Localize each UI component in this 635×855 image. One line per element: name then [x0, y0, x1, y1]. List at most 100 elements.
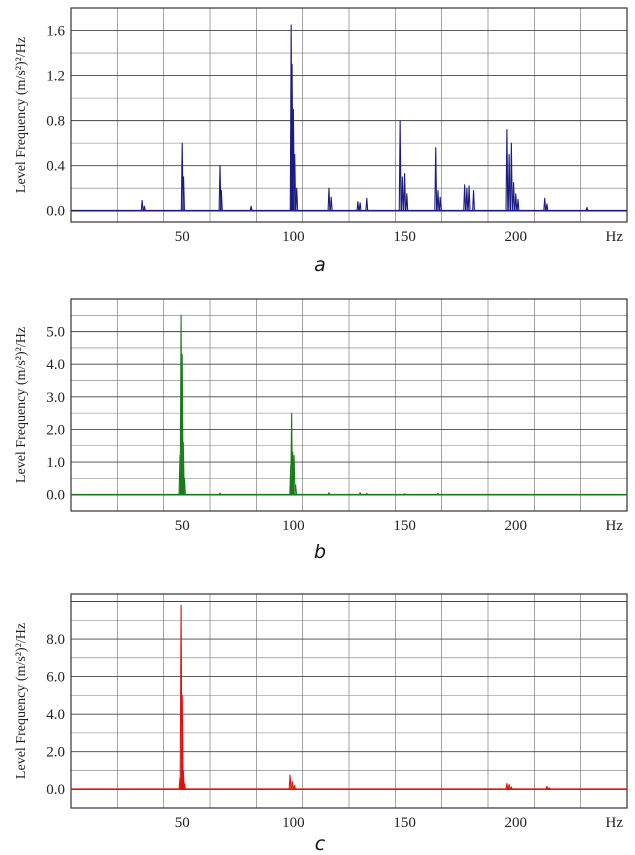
spectrum-peak — [516, 198, 520, 211]
spectrum-peak — [585, 206, 589, 211]
y-tick-label: 1.6 — [46, 24, 65, 40]
plot-frame — [70, 593, 628, 809]
spectrum-peak — [543, 197, 547, 211]
spectrum-peak — [292, 455, 296, 495]
y-tick-label: 0.0 — [46, 488, 65, 504]
series — [71, 24, 627, 212]
spectrum-peak — [142, 205, 146, 211]
spectrum-peak — [398, 120, 402, 211]
spectrum-peak — [249, 205, 253, 211]
y-axis-label: Level Frequency (m/s²)²/Hz — [14, 37, 29, 193]
x-tick-label: 200 — [505, 518, 528, 534]
y-tick-label: 2.0 — [46, 422, 65, 438]
spectrum-peak — [329, 196, 333, 211]
spectrum-peak — [356, 201, 360, 211]
spectrum-peak — [180, 694, 184, 790]
chart-panel-a: 0.0 0.4 0.8 1.2 1.6 50 100 150 200 Hz Level Freque… — [14, 7, 628, 276]
plot-frame — [70, 7, 628, 223]
spectrum-peak — [358, 202, 362, 211]
grid — [71, 8, 627, 222]
series — [71, 314, 627, 496]
x-unit-label: Hz — [606, 229, 624, 245]
spectrum-peak — [545, 203, 549, 211]
spectrum-peak — [438, 196, 442, 211]
spectrum-peak — [467, 185, 471, 211]
spectrum-peak — [358, 492, 362, 495]
spectrum-peak — [218, 492, 222, 495]
spectrum-peak — [507, 783, 511, 790]
x-tick-label: 50 — [175, 815, 190, 831]
y-tick-label: 0.0 — [46, 204, 65, 220]
spectrum-peak — [327, 492, 331, 495]
spectrum-peak — [403, 493, 406, 496]
x-unit-label: Hz — [606, 815, 624, 831]
x-tick-label: 100 — [282, 815, 305, 831]
spectrum-peak — [182, 783, 186, 790]
y-tick-label: 3.0 — [46, 390, 65, 406]
plot-frame — [70, 298, 628, 512]
spectrum-peak — [547, 787, 551, 790]
spectrum-peak — [365, 197, 369, 211]
spectrum-peak — [436, 189, 440, 211]
panel-caption: b — [314, 541, 326, 563]
spectrum-peak — [293, 153, 297, 211]
y-tick-label: 0.4 — [46, 159, 65, 175]
spectrum-peak — [545, 785, 549, 790]
y-tick-label: 6.0 — [46, 670, 65, 686]
x-tick-label: 50 — [175, 518, 190, 534]
spectrum-peak — [182, 477, 186, 495]
y-tick-label: 4.0 — [46, 707, 65, 723]
x-tick-label: 100 — [282, 229, 305, 245]
x-tick-label: 200 — [505, 229, 528, 245]
x-unit-label: Hz — [606, 518, 624, 534]
spectrum-peak — [472, 189, 475, 211]
panel-caption: a — [314, 254, 326, 276]
y-tick-label: 4.0 — [46, 357, 65, 373]
spectrum-peak — [509, 786, 513, 790]
y-tick-label: 1.0 — [46, 455, 65, 471]
y-tick-label: 5.0 — [46, 325, 65, 341]
grid — [71, 594, 627, 808]
x-tick-label: 150 — [393, 518, 416, 534]
chart-panel-c: 0.0 2.0 4.0 6.0 8.0 50 100 150 200 Hz Level Freque… — [14, 593, 628, 855]
y-tick-label: 0.8 — [46, 114, 65, 130]
spectrum-peak — [505, 783, 509, 790]
chart-panel-b: 0.0 1.0 2.0 3.0 4.0 5.0 50 100 150 200 Hz Level Fre… — [14, 298, 628, 563]
series — [71, 604, 627, 791]
y-tick-label: 1.2 — [46, 69, 65, 85]
spectrum-peak — [181, 441, 185, 495]
spectrum-peak — [512, 182, 516, 211]
y-axis-label: Level Frequency (m/s²)²/Hz — [14, 327, 29, 483]
spectrum-peak — [434, 147, 438, 211]
panel-caption: c — [315, 833, 326, 855]
spectrum-peak — [509, 142, 513, 211]
spectrum-peak — [181, 769, 185, 790]
spectrum-peak — [290, 781, 294, 790]
spectrum-peak — [463, 184, 467, 211]
spectrum-peak — [403, 173, 407, 211]
x-tick-label: 50 — [175, 229, 190, 245]
spectrum-peak — [327, 187, 331, 211]
spectrum-peak — [219, 189, 223, 211]
spectrum-peak — [405, 193, 409, 211]
spectrum-peak — [465, 187, 469, 211]
spectrum-peak — [182, 176, 185, 211]
grid — [71, 299, 627, 511]
spectrum-peak — [514, 193, 518, 211]
spectrum-peak — [400, 176, 404, 211]
spectrum-peak — [288, 774, 292, 790]
spectrum-peak — [436, 492, 440, 496]
x-tick-label: 100 — [282, 518, 305, 534]
y-tick-label: 8.0 — [46, 632, 65, 648]
spectrum-peak — [505, 129, 509, 211]
spectrum-peak — [365, 492, 369, 496]
spectrum-peak — [507, 153, 511, 211]
x-tick-label: 150 — [393, 229, 416, 245]
spectrum-peak — [140, 200, 144, 211]
x-tick-label: 200 — [505, 815, 528, 831]
y-axis-label: Level Frequency (m/s²)²/Hz — [14, 623, 29, 779]
y-tick-label: 0.0 — [46, 782, 65, 798]
spectrum-peak — [295, 187, 299, 211]
x-tick-label: 150 — [393, 815, 416, 831]
